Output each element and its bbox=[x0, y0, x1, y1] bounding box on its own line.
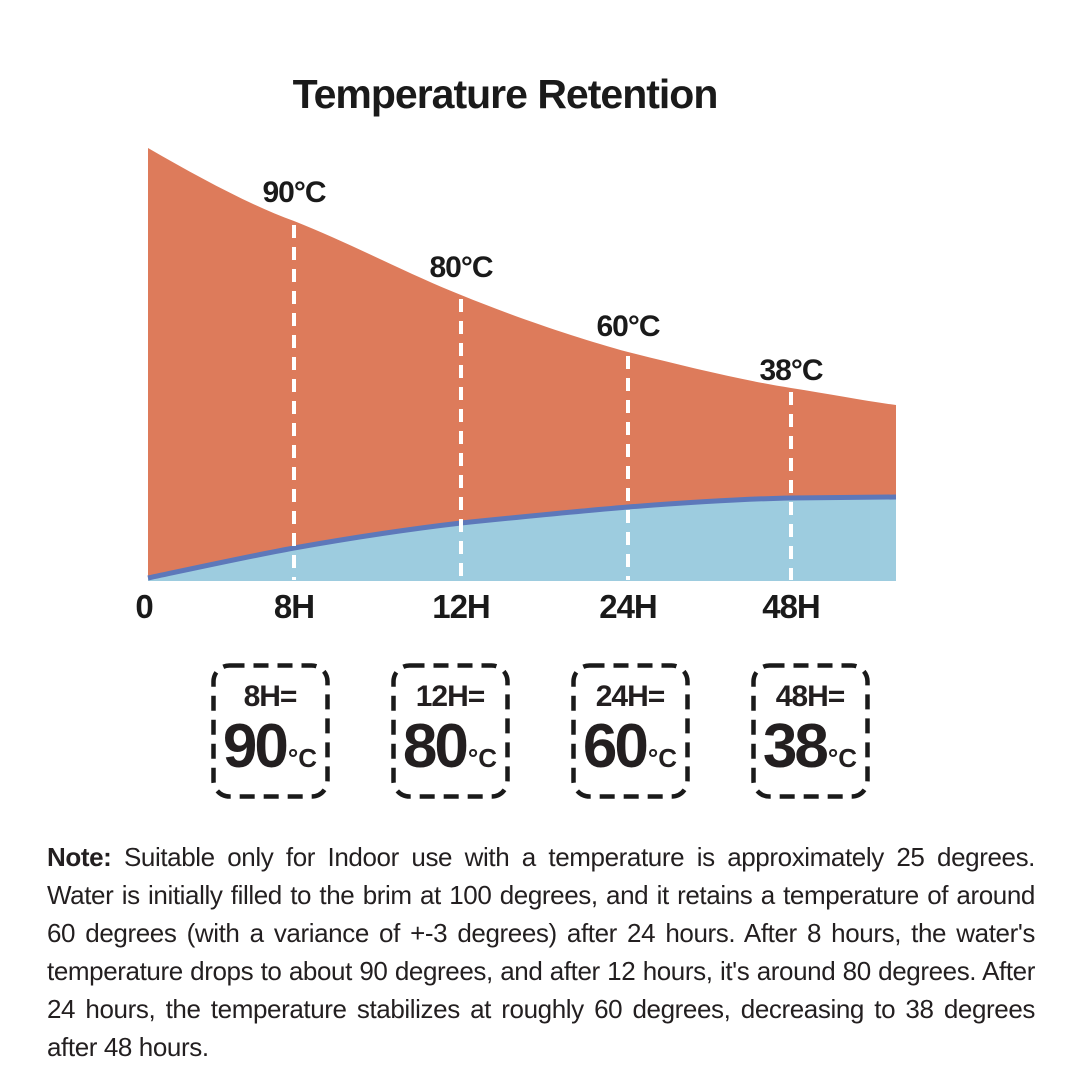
badge-temp-value: 80 bbox=[402, 712, 469, 781]
x-tick-48h: 48H bbox=[762, 588, 820, 625]
curve-label-90c: 90°C bbox=[262, 176, 325, 209]
badge-temp-value: 38 bbox=[762, 712, 829, 781]
badge-row: 8H= 90 °C 12H= 80 °C 24H= 60 °C 48H= bbox=[0, 663, 1080, 799]
badge-temp: 60 °C bbox=[571, 716, 690, 778]
note-line-4: temperature drops to about 90 degrees, a… bbox=[47, 956, 1035, 986]
badge-48h: 48H= 38 °C bbox=[750, 663, 870, 799]
badge-time-label: 8H= bbox=[243, 680, 298, 713]
hot-water-area bbox=[148, 148, 896, 581]
x-tick-12h: 12H bbox=[432, 588, 490, 625]
badge-time-label: 24H= bbox=[595, 680, 666, 713]
dashed-border bbox=[390, 663, 510, 799]
badge-temp-unit: °C bbox=[827, 743, 858, 773]
note-line-2: Water is initially filled to the brim at… bbox=[47, 880, 1035, 910]
curve-label-60c: 60°C bbox=[596, 310, 659, 343]
badge-temp: 80 °C bbox=[391, 716, 510, 778]
note-text: Note: Suitable only for Indoor use with … bbox=[47, 838, 1035, 1066]
badge-temp-unit: °C bbox=[467, 743, 498, 773]
page-title: Temperature Retention bbox=[292, 71, 719, 118]
curve-label-38c: 38°C bbox=[759, 354, 822, 387]
note-line-6: after 48 hours. bbox=[47, 1032, 209, 1062]
badge-time-label: 12H= bbox=[415, 680, 486, 713]
badge-temp-unit: °C bbox=[287, 743, 318, 773]
note-line-3: 60 degrees (with a variance of +-3 degre… bbox=[47, 918, 1035, 948]
note-line-text: Suitable only for Indoor use with a temp… bbox=[123, 842, 1035, 872]
dashed-border bbox=[210, 663, 330, 799]
badge-temp-value: 60 bbox=[582, 712, 649, 781]
note-line-5: 24 hours, the temperature stabilizes at … bbox=[47, 994, 1035, 1024]
cool-water-line bbox=[147, 494, 897, 581]
temperature-chart: 90°C 80°C 60°C 38°C 0 8H 12H 24H 48H bbox=[135, 148, 897, 625]
curve-label-80c: 80°C bbox=[429, 251, 492, 284]
note-line-1: Note: Suitable only for Indoor use with … bbox=[47, 838, 1035, 876]
note-label: Note: bbox=[47, 842, 112, 872]
badge-time-label: 48H= bbox=[775, 680, 846, 713]
badge-temp-value: 90 bbox=[222, 712, 289, 781]
dashed-border bbox=[750, 663, 870, 799]
badge-8h: 8H= 90 °C bbox=[210, 663, 330, 799]
badge-temp-unit: °C bbox=[647, 743, 678, 773]
dashed-border bbox=[570, 663, 690, 799]
badge-24h: 24H= 60 °C bbox=[570, 663, 690, 799]
badge-temp: 38 °C bbox=[751, 716, 870, 778]
x-tick-8h: 8H bbox=[274, 588, 314, 625]
x-tick-0: 0 bbox=[135, 588, 152, 625]
badge-12h: 12H= 80 °C bbox=[390, 663, 510, 799]
x-tick-24h: 24H bbox=[599, 588, 657, 625]
badge-temp: 90 °C bbox=[211, 716, 330, 778]
cool-water-area bbox=[148, 497, 896, 581]
